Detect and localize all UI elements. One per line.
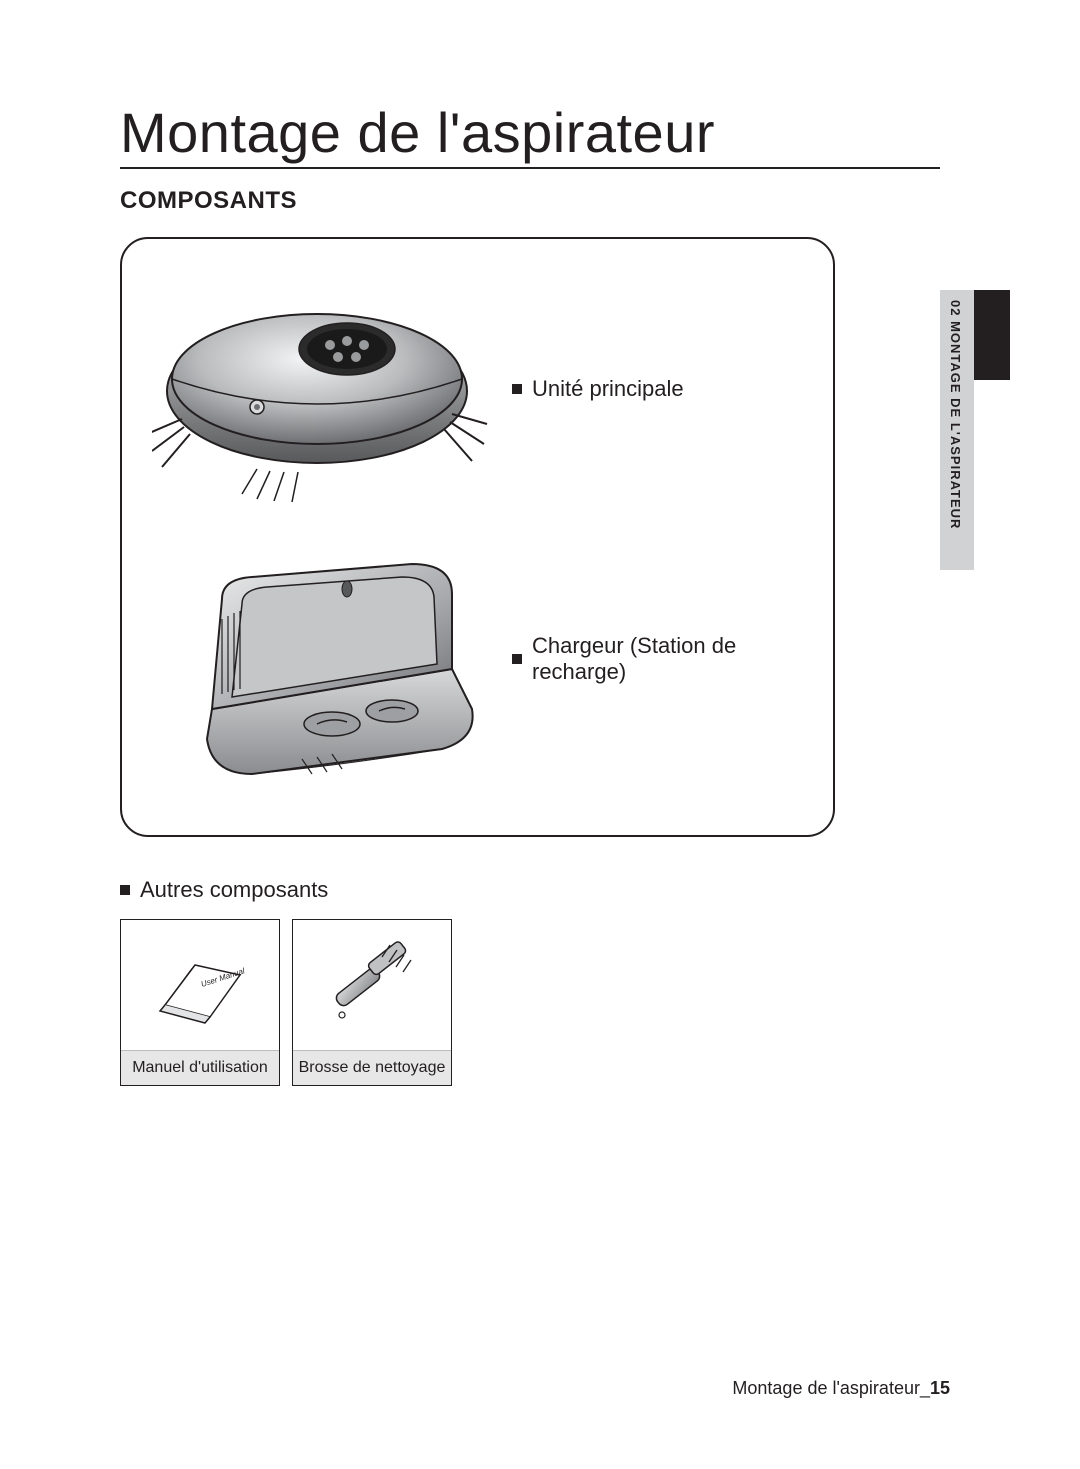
- bullet-icon: [512, 654, 522, 664]
- footer-text: Montage de l'aspirateur_: [732, 1378, 930, 1398]
- other-components-cards: User Manual Manuel d'utilisation: [120, 919, 940, 1086]
- side-tab-marker: [974, 290, 1010, 380]
- section-subtitle: COMPOSANTS: [120, 187, 940, 215]
- side-tab-text: 02 MONTAGE DE L'ASPIRATEUR: [948, 300, 963, 529]
- component-row-charger: Chargeur (Station de recharge): [152, 539, 803, 779]
- bullet-icon: [120, 885, 130, 895]
- other-components-text: Autres composants: [140, 877, 328, 903]
- charger-illustration: [152, 539, 492, 779]
- manual-caption: Manuel d'utilisation: [121, 1050, 279, 1085]
- brush-illustration: [293, 920, 451, 1050]
- page-footer: Montage de l'aspirateur_15: [732, 1378, 950, 1399]
- components-box: Unité principale: [120, 237, 835, 837]
- main-unit-illustration: [152, 269, 492, 509]
- brush-caption: Brosse de nettoyage: [293, 1050, 451, 1085]
- other-components-heading: Autres composants: [120, 877, 940, 903]
- charger-label: Chargeur (Station de recharge): [512, 633, 803, 685]
- card-manual: User Manual Manuel d'utilisation: [120, 919, 280, 1086]
- bullet-icon: [512, 384, 522, 394]
- manual-illustration: User Manual: [121, 920, 279, 1050]
- main-unit-text: Unité principale: [532, 376, 684, 402]
- page-title: Montage de l'aspirateur: [120, 100, 940, 169]
- footer-page-number: 15: [930, 1378, 950, 1398]
- main-unit-label: Unité principale: [512, 376, 684, 402]
- side-tab: 02 MONTAGE DE L'ASPIRATEUR: [940, 290, 1010, 570]
- component-row-main-unit: Unité principale: [152, 269, 803, 509]
- charger-text: Chargeur (Station de recharge): [532, 633, 803, 685]
- card-brush: Brosse de nettoyage: [292, 919, 452, 1086]
